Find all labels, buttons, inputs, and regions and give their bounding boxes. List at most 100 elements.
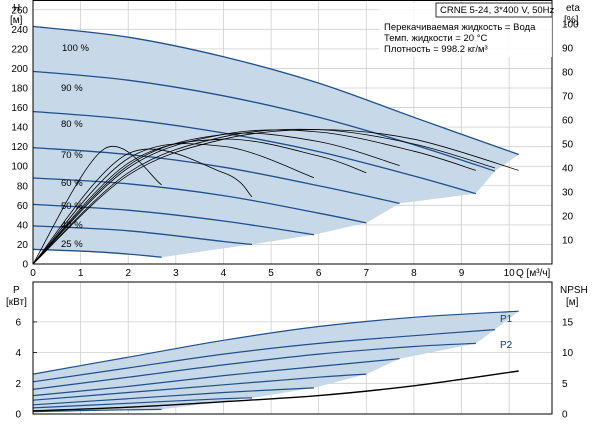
p-tick-label: 4 xyxy=(15,348,21,359)
head-curve-0 xyxy=(32,25,519,156)
axes-frames xyxy=(32,0,553,415)
q-tick-label: 8 xyxy=(411,268,417,279)
eta-curve-0 xyxy=(32,129,519,265)
power-curve-2 xyxy=(32,342,476,390)
q-tick-label: 2 xyxy=(125,268,131,279)
q-axis-label: Q [м³/ч] xyxy=(516,268,551,279)
head-curve-3 xyxy=(32,146,400,205)
npsh-tick-label: 0 xyxy=(562,410,568,421)
h-tick-label: 160 xyxy=(11,103,28,114)
eta-curve-7 xyxy=(32,146,162,265)
eta-curve-6 xyxy=(32,148,253,265)
p1-label: P1 xyxy=(500,314,513,325)
eta-tick-label: 20 xyxy=(562,212,574,223)
h-tick-label: 20 xyxy=(17,240,29,251)
curves xyxy=(32,25,519,413)
speed-labels: 100 % 90 % 80 % 70 % 60 % 50 % 40 % 25 % xyxy=(61,43,89,250)
q-tick-label: 3 xyxy=(173,268,179,279)
title-box xyxy=(435,2,553,18)
power-curve-5 xyxy=(32,387,314,406)
p-axis-name: P xyxy=(13,285,20,296)
q-tick-label: 5 xyxy=(268,268,274,279)
eta-tick-label: 40 xyxy=(562,164,574,175)
liquid-text: Перекачиваемая жидкость = Вода xyxy=(384,22,536,33)
top-frame xyxy=(32,0,553,265)
h-axis-name: H xyxy=(13,3,20,14)
eta-tick-label: 100 xyxy=(562,20,579,31)
eta-tick-label: 60 xyxy=(562,116,574,127)
density-text: Плотность = 998.2 кг/м³ xyxy=(384,44,488,55)
eta-axis-name: eta xyxy=(566,3,580,14)
h-tick-label: 240 xyxy=(11,25,28,36)
npsh-axis-name: NPSH xyxy=(560,285,588,296)
eta-curve-1 xyxy=(32,128,496,265)
power-curve-0 xyxy=(32,310,519,375)
h-tick-label: 100 xyxy=(11,162,28,173)
h-tick-label: 200 xyxy=(11,64,28,75)
npsh-curve-0 xyxy=(32,370,519,412)
h-tick-label: 220 xyxy=(11,44,28,55)
operating-regions xyxy=(33,26,519,412)
q-tick-label: 6 xyxy=(316,268,322,279)
speed-label-40: 40 % xyxy=(61,220,83,231)
power-curve-6 xyxy=(32,397,253,409)
power-curve-7 xyxy=(32,408,162,413)
eta-tick-label: 80 xyxy=(562,68,574,79)
h-tick-label: 80 xyxy=(17,181,29,192)
speed-label-80: 80 % xyxy=(61,119,83,130)
head-curve-7 xyxy=(32,248,162,258)
npsh-tick-label: 15 xyxy=(562,317,574,328)
q-tick-label: 0 xyxy=(30,268,36,279)
eta-tick-label: 50 xyxy=(562,140,574,151)
h-tick-label: 180 xyxy=(11,84,28,95)
info-box: CRNE 5-24, 3*400 V, 50Hz Перекачиваемая … xyxy=(379,2,554,57)
eta-curve-2 xyxy=(32,129,476,265)
temperature-text: Темп. жидкости = 20 °C xyxy=(384,33,487,44)
power-curve-4 xyxy=(32,373,367,401)
eta-tick-label: 70 xyxy=(562,92,574,103)
speed-label-25: 25 % xyxy=(61,239,83,250)
power-curve-3 xyxy=(32,358,400,397)
h-tick-label: 140 xyxy=(11,123,28,134)
speed-label-70: 70 % xyxy=(61,150,83,161)
head-region xyxy=(33,26,519,258)
q-tick-label: 4 xyxy=(221,268,227,279)
power-curve-1 xyxy=(32,329,495,383)
power-region xyxy=(33,311,519,412)
eta-curve-5 xyxy=(32,143,315,265)
eta-curve-4 xyxy=(32,138,367,265)
eta-tick-label: 10 xyxy=(562,236,574,247)
npsh-tick-label: 10 xyxy=(562,348,574,359)
q-tick-label: 7 xyxy=(364,268,370,279)
q-tick-label: 10 xyxy=(504,268,516,279)
bottom-frame xyxy=(32,281,553,415)
p-tick-label: 0 xyxy=(15,410,21,421)
p-axis-unit: [кВт] xyxy=(6,297,27,308)
eta-tick-label: 30 xyxy=(562,188,574,199)
h-tick-label: 40 xyxy=(17,220,29,231)
head-curve-2 xyxy=(32,110,476,195)
h-tick-label: 260 xyxy=(11,5,28,16)
head-curve-5 xyxy=(32,203,314,236)
speed-label-100: 100 % xyxy=(62,43,89,54)
h-tick-label: 60 xyxy=(17,201,29,212)
speed-label-90: 90 % xyxy=(61,83,83,94)
h-tick-label: 120 xyxy=(11,142,28,153)
head-curve-1 xyxy=(32,70,496,172)
npsh-tick-label: 5 xyxy=(562,379,568,390)
speed-label-60: 60 % xyxy=(61,178,83,189)
eta-axis-unit: [%] xyxy=(564,15,579,26)
h-axis-unit: [м] xyxy=(10,15,23,26)
eta-tick-label: 90 xyxy=(562,44,574,55)
speed-label-50: 50 % xyxy=(61,201,83,212)
head-curve-4 xyxy=(32,177,367,224)
head-curve-6 xyxy=(32,225,253,246)
eta-curve-3 xyxy=(32,132,400,265)
q-tick-label: 9 xyxy=(459,268,465,279)
pump-model-title: CRNE 5-24, 3*400 V, 50Hz xyxy=(440,5,554,16)
npsh-axis-unit: [м] xyxy=(566,297,579,308)
p2-label: P2 xyxy=(500,340,513,351)
tick-labels: 0 1 2 3 4 5 6 7 8 9 100204060801001201401601802002… xyxy=(11,5,579,420)
